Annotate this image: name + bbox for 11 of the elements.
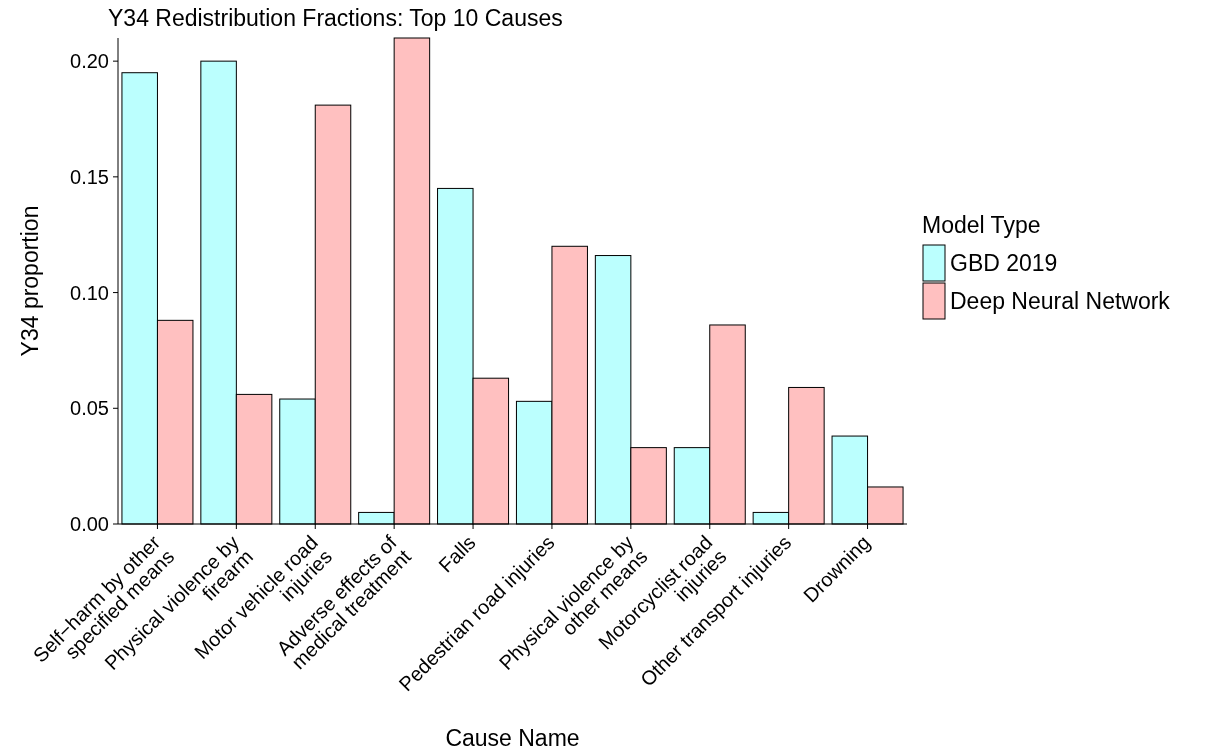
x-axis-title: Cause Name: [445, 725, 580, 751]
y-tick-label: 0.20: [70, 50, 109, 73]
y-tick-label: 0.00: [70, 513, 109, 535]
legend-title: Model Type: [922, 212, 1041, 238]
chart-title: Y34 Redistribution Fractions: Top 10 Causes: [108, 5, 563, 31]
y-tick-label: 0.15: [70, 165, 109, 188]
y-axis-title: Y34 proportion: [17, 205, 43, 357]
y-tick-label: 0.05: [70, 397, 109, 420]
legend-label: GBD 2019: [950, 250, 1058, 277]
legend-label: Deep Neural Network: [950, 288, 1171, 315]
y-tick-label: 0.10: [70, 281, 109, 304]
